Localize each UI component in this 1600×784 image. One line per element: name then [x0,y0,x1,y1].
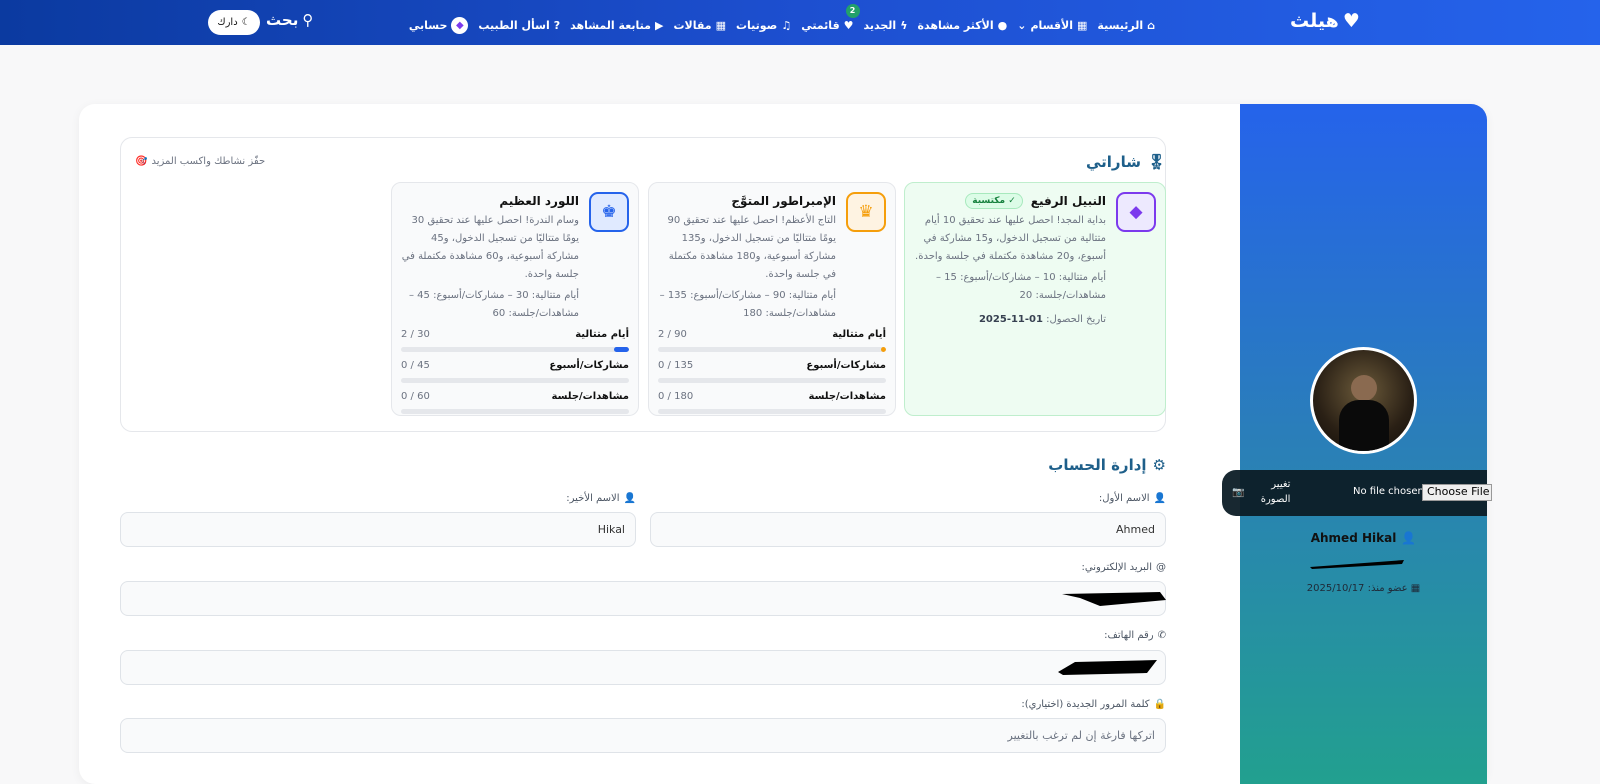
nav-audio[interactable]: ♫ صوتيات [735,19,792,32]
user-icon: 👤 [1401,531,1417,545]
badge-description: بداية المجد! احصل عليها عند تحقيق 10 أيا… [915,215,1106,262]
email-label: @ البريد الإلكتروني: [1081,562,1166,573]
nav-my-list[interactable]: ♥ قائمتي 2 [801,4,860,32]
redaction-scribble [1058,660,1157,675]
crown-icon: ♛ [846,192,886,232]
badges-title: 🎖 شاراتي [1085,153,1166,171]
heart-icon: ♥ [843,19,854,32]
nav-new[interactable]: ϟ الجديد [863,19,908,32]
calendar-icon: ▦ [1410,583,1421,594]
progress-row: مشاهدات/جلسة 60 / 0 [401,391,629,402]
home-icon: ⌂ [1147,19,1155,32]
target-icon: 🎯 [135,156,148,167]
choose-file-button[interactable]: Choose File [1422,484,1492,501]
chess-king-icon: ♚ [589,192,629,232]
file-status: No file chosen [1353,486,1424,497]
nav-sections[interactable]: ▦ الأقسام ⌄ [1017,19,1088,32]
progress-bar [401,347,629,352]
badge-criteria: أيام متتالية: 10 – مشاركات/أسبوع: 15 – م… [935,272,1106,301]
moon-icon: ☾ [241,17,251,28]
progress-fill [881,347,886,352]
first-name-label: 👤 الاسم الأول: [1098,493,1166,504]
dark-mode-toggle[interactable]: دارك ☾ [208,10,260,35]
password-input[interactable]: اتركها فارغة إن لم ترغب بالتغيير [120,718,1166,753]
progress-bar [658,409,886,414]
newspaper-icon: ▦ [715,19,726,32]
progress-bar [401,409,629,414]
member-since: ▦ عضو منذ: 2025/10/17 [1306,583,1421,594]
progress-bar [401,378,629,383]
chevron-down-icon: ⌄ [1017,19,1027,32]
email-input[interactable] [120,581,1166,616]
badge-criteria: أيام متتالية: 90 – مشاركات/أسبوع: 135 – … [659,290,836,319]
site-logo[interactable]: ♥ هيلث [1290,10,1360,32]
gear-icon: ⚙ [1152,456,1166,474]
progress-row: مشاهدات/جلسة 180 / 0 [658,391,886,402]
redaction-scribble [1062,592,1166,606]
play-icon: ▶ [654,19,664,32]
badge-description: التاج الأعظم! احصل عليها عند تحقيق 90 يو… [667,215,836,280]
bolt-icon: ϟ [900,19,908,32]
gem-icon: ◆ [1116,192,1156,232]
fire-icon: ● [997,19,1008,32]
lock-icon: 🔒 [1153,699,1166,710]
search-icon: ⚲ [302,11,314,29]
music-icon: ♫ [781,19,792,32]
avatar [1310,347,1417,454]
camera-icon: 📷 [1232,486,1245,498]
badge-card-lord[interactable]: ♚ اللورد العظيم وسام الندرة! احصل عليها … [391,182,639,416]
phone-label: ✆ رقم الهاتف: [1104,630,1166,641]
badges-hint: حفّز نشاطك واكسب المزيد 🎯 [135,156,266,167]
nav-most-watched[interactable]: ● الأكثر مشاهدة [917,19,1008,32]
badge-date: تاريخ الحصول: 01-11-2025 [978,314,1106,325]
progress-row: مشاركات/أسبوع 45 / 0 [401,360,629,371]
heart-pulse-icon: ♥ [1342,10,1360,32]
progress-bar [658,378,886,383]
film-icon: ▦ [1077,19,1088,32]
top-navbar: ♥ هيلث ⌂ الرئيسية ▦ الأقسام ⌄ ● الأكثر مشاهدة… [0,0,1600,45]
badge-card-noble[interactable]: ◆ النبيل الرفيع ✓ مكتسبة بداية المجد! احص… [904,182,1166,416]
password-label: 🔒 كلمة المرور الجديدة (اختياري): [1021,699,1166,710]
account-title: ⚙ إدارة الحساب [1048,456,1166,474]
first-name-input[interactable]: Ahmed [650,512,1166,547]
nav-account[interactable]: ◆ حسابي [409,17,469,34]
nav-articles[interactable]: ▦ مقالات [673,19,726,32]
photo-upload-bar: تغيير الصورة 📷 No file chosen Choose File [1222,470,1492,516]
badge-description: وسام الندرة! احصل عليها عند تحقيق 30 يوم… [401,215,579,280]
progress-row: أيام متتالية 30 / 2 [401,329,629,340]
progress-row: أيام متتالية 90 / 2 [658,329,886,340]
progress-row: مشاركات/أسبوع 135 / 0 [658,360,886,371]
progress-fill [613,347,629,352]
question-icon: ? [553,19,561,32]
nav-home[interactable]: ⌂ الرئيسية [1097,19,1155,32]
at-icon: @ [1156,562,1166,573]
phone-input[interactable] [120,650,1166,685]
search-button[interactable]: ⚲ بحث [266,11,314,29]
nav-continue-watching[interactable]: ▶ متابعة المشاهد [570,19,664,32]
nav-menu: ⌂ الرئيسية ▦ الأقسام ⌄ ● الأكثر مشاهدة ϟ الجد… [409,0,1155,45]
award-icon: 🎖 [1146,153,1166,171]
progress-bar [658,347,886,352]
nav-ask-doctor[interactable]: ? اسأل الطبيب [478,19,561,32]
user-edit-icon: 👤 [1153,493,1166,504]
badge-card-emperor[interactable]: ♛ الإمبراطور المتوَّج التاج الأعظم! احصل… [648,182,896,416]
user-name: Ahmed Hikal 👤 [1310,531,1417,545]
badge-criteria: أيام متتالية: 30 – مشاركات/أسبوع: 45 – م… [408,290,579,319]
user-icon: 👤 [623,493,636,504]
last-name-input[interactable]: Hikal [120,512,636,547]
badge-progress: أيام متتالية 30 / 2 مشاركات/أسبوع 45 / 0 م… [401,327,629,414]
change-photo-label[interactable]: تغيير الصورة 📷 [1232,479,1291,505]
list-count-badge: 2 [845,4,860,18]
gem-icon: ◆ [451,17,469,34]
last-name-label: 👤 الاسم الأخير: [566,493,636,504]
phone-icon: ✆ [1157,630,1166,641]
redaction-scribble [1310,560,1404,569]
badge-progress: أيام متتالية 90 / 2 مشاركات/أسبوع 135 / 0 … [658,327,886,414]
earned-badge: ✓ مكتسبة [965,193,1023,209]
